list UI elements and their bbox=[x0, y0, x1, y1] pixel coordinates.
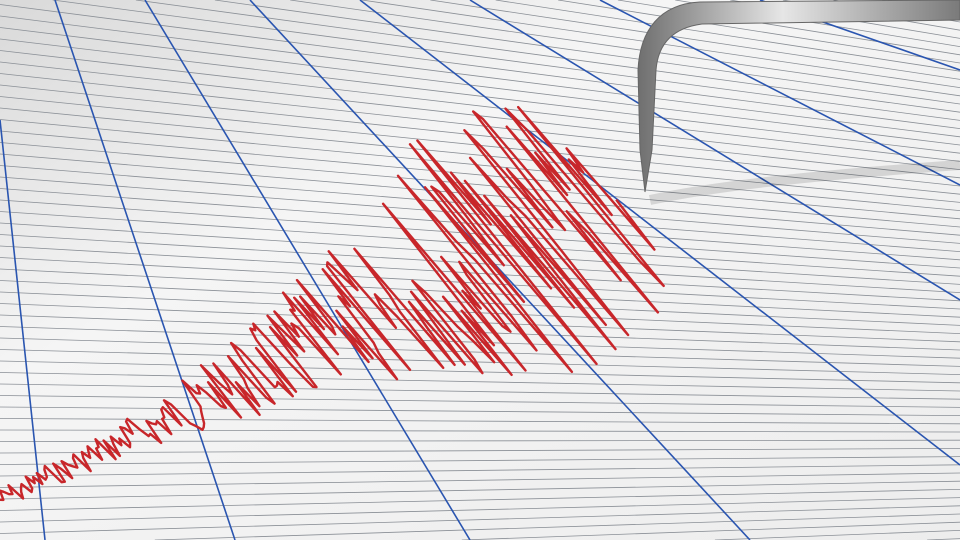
grid-line bbox=[0, 211, 960, 277]
grid-line bbox=[0, 372, 960, 392]
grid-line bbox=[0, 257, 960, 310]
major-grid-line bbox=[359, 0, 960, 466]
grid-line bbox=[0, 418, 960, 425]
grid-line bbox=[0, 176, 960, 252]
grid-line bbox=[0, 472, 960, 488]
grid-line bbox=[0, 464, 960, 477]
grid-line bbox=[214, 0, 960, 105]
grid-line bbox=[154, 513, 960, 540]
grid-line bbox=[0, 280, 960, 326]
grid-line bbox=[0, 497, 960, 523]
grid-line bbox=[290, 0, 960, 97]
grid-line bbox=[0, 119, 960, 211]
grid-line bbox=[0, 142, 960, 228]
grid-line bbox=[461, 521, 960, 540]
grid-line bbox=[0, 130, 960, 220]
grid-line bbox=[0, 447, 960, 454]
major-grid-line bbox=[54, 0, 236, 540]
grid-line bbox=[430, 0, 960, 80]
grid-line bbox=[0, 480, 960, 500]
grid-line bbox=[52, 0, 960, 121]
grid-line bbox=[0, 505, 960, 534]
grid-line bbox=[0, 50, 960, 162]
major-grid-line bbox=[249, 0, 751, 540]
grid-line bbox=[0, 429, 960, 433]
grid-line bbox=[0, 383, 960, 400]
grid-line bbox=[0, 456, 960, 465]
grid-line bbox=[495, 0, 960, 72]
grid-line bbox=[714, 530, 960, 540]
grid-line bbox=[0, 234, 960, 293]
stylus-needle bbox=[637, 0, 960, 193]
grid-line bbox=[0, 337, 960, 367]
grid-line bbox=[558, 0, 960, 64]
grid-line bbox=[0, 406, 960, 416]
grid-line bbox=[0, 107, 960, 203]
grid-line bbox=[0, 245, 960, 302]
major-grid-line bbox=[144, 0, 471, 540]
grid-line bbox=[0, 38, 960, 154]
major-grid-line bbox=[0, 119, 46, 540]
grid-line bbox=[0, 27, 960, 146]
grid-line bbox=[0, 489, 960, 511]
grid-line bbox=[0, 73, 960, 179]
grid-line bbox=[0, 222, 960, 285]
needle-shadow bbox=[648, 160, 960, 205]
major-grid-line bbox=[469, 0, 960, 301]
grid-line bbox=[0, 15, 960, 138]
grid-line bbox=[0, 303, 960, 343]
grid-line bbox=[135, 0, 960, 113]
grid-line bbox=[0, 84, 960, 187]
seismic-trace bbox=[0, 105, 665, 502]
grid-line bbox=[0, 188, 960, 261]
grid-line bbox=[0, 395, 960, 408]
grid-line bbox=[0, 349, 960, 375]
grid-line bbox=[0, 153, 960, 236]
